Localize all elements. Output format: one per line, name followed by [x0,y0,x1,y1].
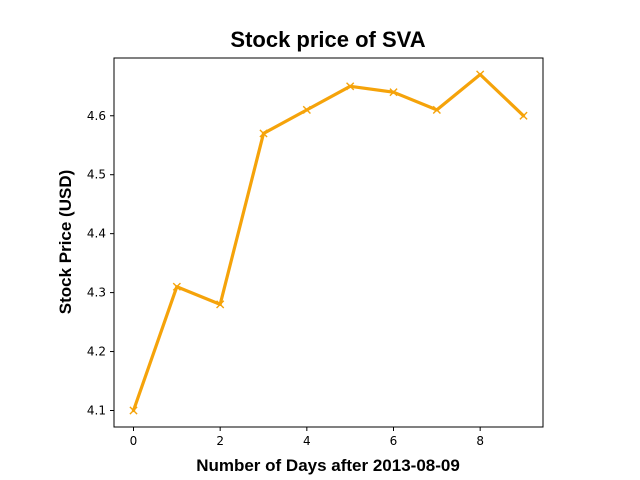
x-tick-label: 6 [390,434,398,448]
data-point-marker [519,111,528,120]
data-point-marker [302,105,311,114]
chart-title: Stock price of SVA [230,27,425,52]
y-axis: 4.1 4.2 4.3 4.4 4.5 4.6 [87,109,114,417]
y-tick-label: 4.3 [87,286,106,300]
x-tick-label: 4 [303,434,311,448]
y-tick-label: 4.5 [87,168,106,182]
y-tick-label: 4.1 [87,403,106,417]
data-point-marker [259,129,268,138]
y-axis-label: Stock Price (USD) [56,170,75,315]
plot-area [113,57,544,428]
data-point-marker [172,282,181,291]
y-tick-label: 4.6 [87,109,106,123]
x-tick-label: 2 [216,434,224,448]
data-point-marker [129,406,138,415]
x-tick-label: 0 [130,434,138,448]
data-point-marker [432,105,441,114]
y-tick-label: 4.2 [87,345,106,359]
x-axis: 0 2 4 6 8 [130,427,484,448]
data-point-marker [216,300,225,309]
data-point-marker [476,70,485,79]
x-tick-label: 8 [476,434,484,448]
x-axis-label: Number of Days after 2013-08-09 [196,456,460,475]
series-line [131,72,526,413]
series-layer [129,70,528,415]
data-point-marker [389,88,398,97]
data-point-marker [346,82,355,91]
y-tick-label: 4.4 [87,227,106,241]
